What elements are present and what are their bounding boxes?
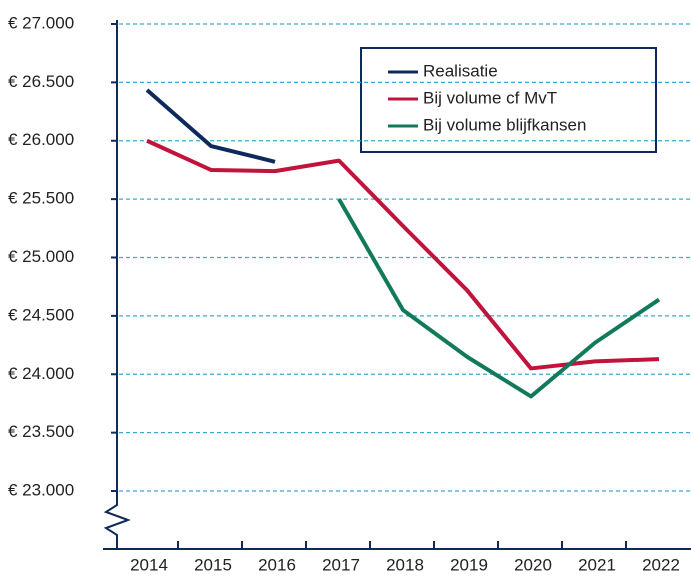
- y-tick-label: € 24.500: [8, 305, 74, 324]
- y-tick-label: € 26.000: [8, 130, 74, 149]
- legend-label: Bij volume blijfkansen: [423, 115, 586, 134]
- x-tick-label: 2021: [578, 555, 616, 574]
- series-line: [337, 198, 661, 399]
- y-tick-label: € 26.500: [8, 72, 74, 91]
- x-tick-label: 2022: [642, 555, 680, 574]
- legend-label: Bij volume cf MvT: [423, 88, 557, 107]
- legend-label: Realisatie: [423, 61, 498, 80]
- y-tick-label: € 24.000: [8, 364, 74, 383]
- x-tick-label: 2016: [258, 555, 296, 574]
- x-tick-label: 2015: [194, 555, 232, 574]
- y-axis: [103, 20, 131, 549]
- x-tick-label: 2014: [130, 555, 168, 574]
- x-tick-label: 2018: [386, 555, 424, 574]
- x-tick-label: 2020: [514, 555, 552, 574]
- y-tick-label: € 25.000: [8, 247, 74, 266]
- y-tick-label: € 27.000: [8, 13, 74, 32]
- series-line: [145, 88, 276, 164]
- y-tick-label: € 23.500: [8, 422, 74, 441]
- x-tick-label: 2019: [450, 555, 488, 574]
- y-tick-label: € 23.000: [8, 481, 74, 500]
- series-line: [146, 138, 660, 371]
- y-tick-label: € 25.500: [8, 189, 74, 208]
- x-tick-label: 2017: [322, 555, 360, 574]
